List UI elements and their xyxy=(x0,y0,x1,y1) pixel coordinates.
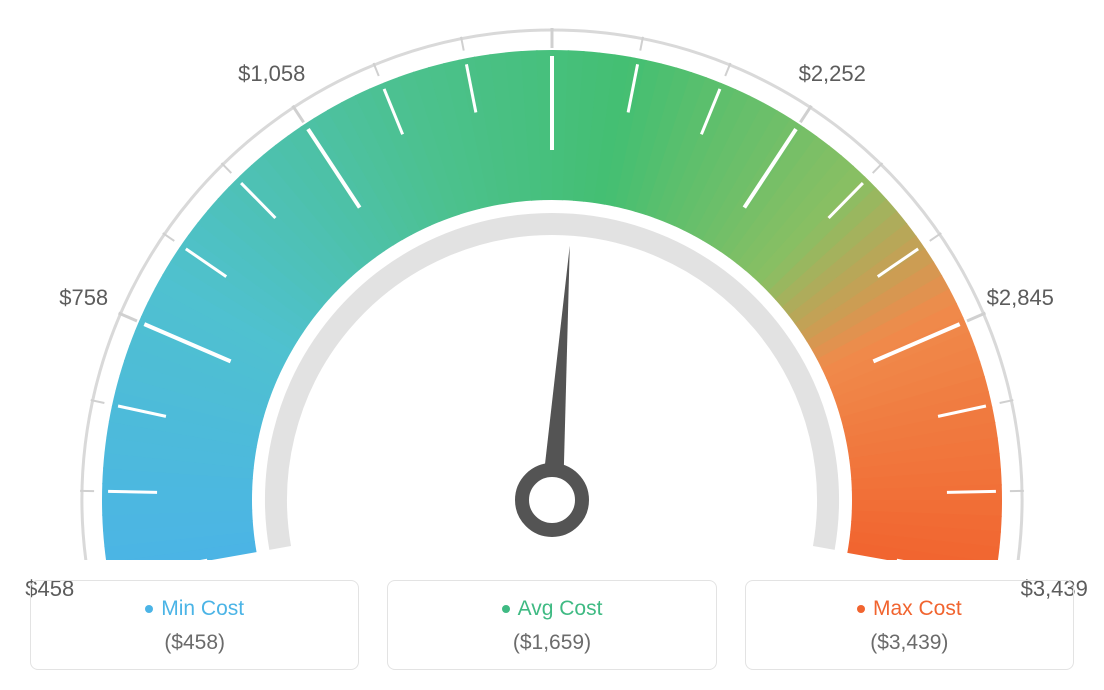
legend-card-min: Min Cost ($458) xyxy=(30,580,359,670)
gauge-needle xyxy=(541,246,570,501)
legend-card-avg: Avg Cost ($1,659) xyxy=(387,580,716,670)
legend-title-max: Max Cost xyxy=(857,597,962,621)
gauge-tick-label: $2,252 xyxy=(799,61,866,87)
legend-dot-max xyxy=(857,605,865,613)
gauge-tick-label: $1,058 xyxy=(238,61,305,87)
legend-dot-avg xyxy=(502,605,510,613)
legend-dot-min xyxy=(145,605,153,613)
legend-label-avg: Avg Cost xyxy=(518,597,603,621)
gauge-tick-label: $1,659 xyxy=(518,0,585,3)
legend-label-min: Min Cost xyxy=(161,597,244,621)
gauge-chart-container: $458$758$1,058$1,659$2,252$2,845$3,439 M… xyxy=(0,0,1104,690)
legend-value-max: ($3,439) xyxy=(756,631,1063,655)
legend-row: Min Cost ($458) Avg Cost ($1,659) Max Co… xyxy=(0,580,1104,670)
gauge-needle-hub-inner xyxy=(536,484,568,516)
legend-value-min: ($458) xyxy=(41,631,348,655)
gauge-svg xyxy=(0,0,1104,560)
legend-label-max: Max Cost xyxy=(873,597,962,621)
gauge-tick-label: $758 xyxy=(59,285,108,311)
legend-title-avg: Avg Cost xyxy=(502,597,603,621)
gauge-area: $458$758$1,058$1,659$2,252$2,845$3,439 xyxy=(0,0,1104,560)
legend-value-avg: ($1,659) xyxy=(398,631,705,655)
legend-card-max: Max Cost ($3,439) xyxy=(745,580,1074,670)
legend-title-min: Min Cost xyxy=(145,597,244,621)
gauge-tick-label: $2,845 xyxy=(987,285,1054,311)
